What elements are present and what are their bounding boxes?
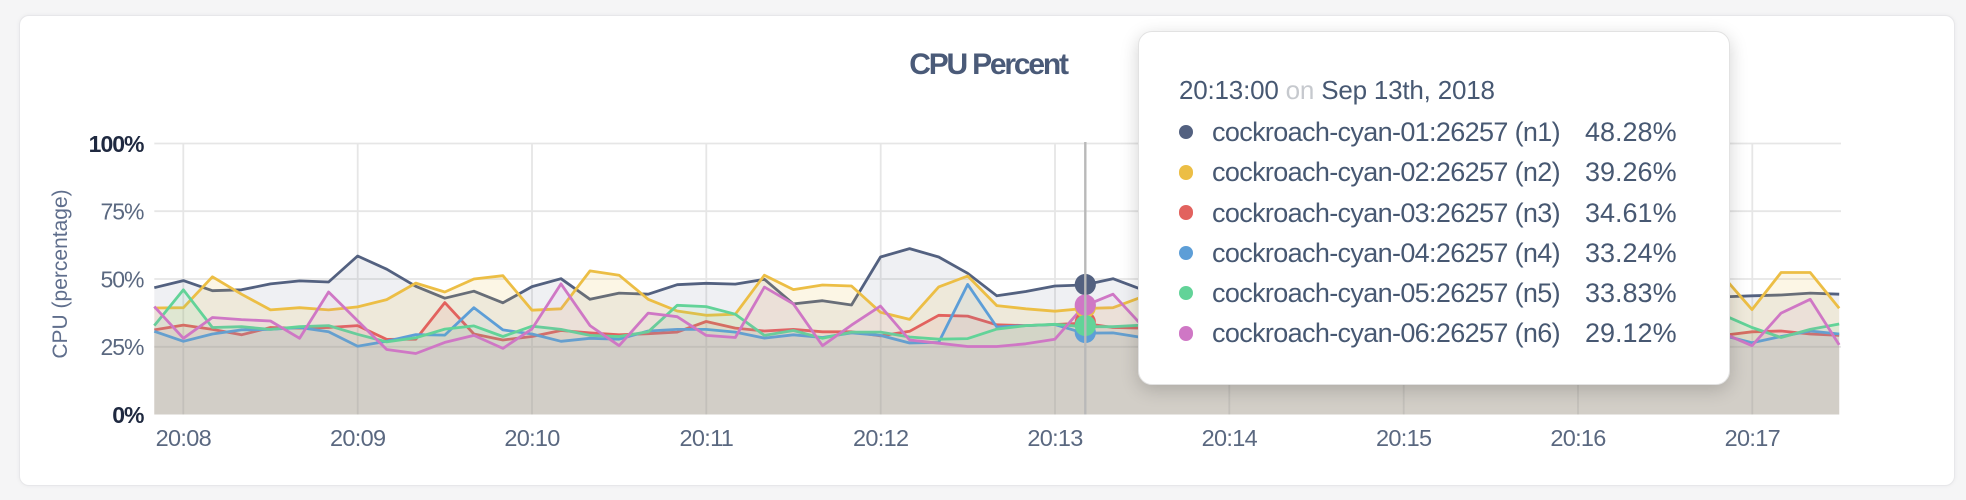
svg-text:0%: 0% [112,402,144,428]
svg-text:20:12: 20:12 [853,425,908,451]
svg-text:CPU (percentage): CPU (percentage) [49,189,72,358]
svg-text:20:14: 20:14 [1202,425,1258,451]
svg-text:20:13: 20:13 [1027,425,1083,451]
svg-text:20:15: 20:15 [1376,425,1432,451]
svg-text:20:16: 20:16 [1550,425,1606,451]
svg-text:100%: 100% [89,131,144,157]
svg-text:20:11: 20:11 [680,425,734,451]
svg-text:20:09: 20:09 [330,425,385,451]
svg-text:20:08: 20:08 [156,425,212,451]
svg-text:20:10: 20:10 [504,425,560,451]
svg-text:20:17: 20:17 [1725,425,1780,451]
svg-text:75%: 75% [100,199,144,225]
svg-text:25%: 25% [100,334,144,360]
svg-text:50%: 50% [100,266,144,292]
